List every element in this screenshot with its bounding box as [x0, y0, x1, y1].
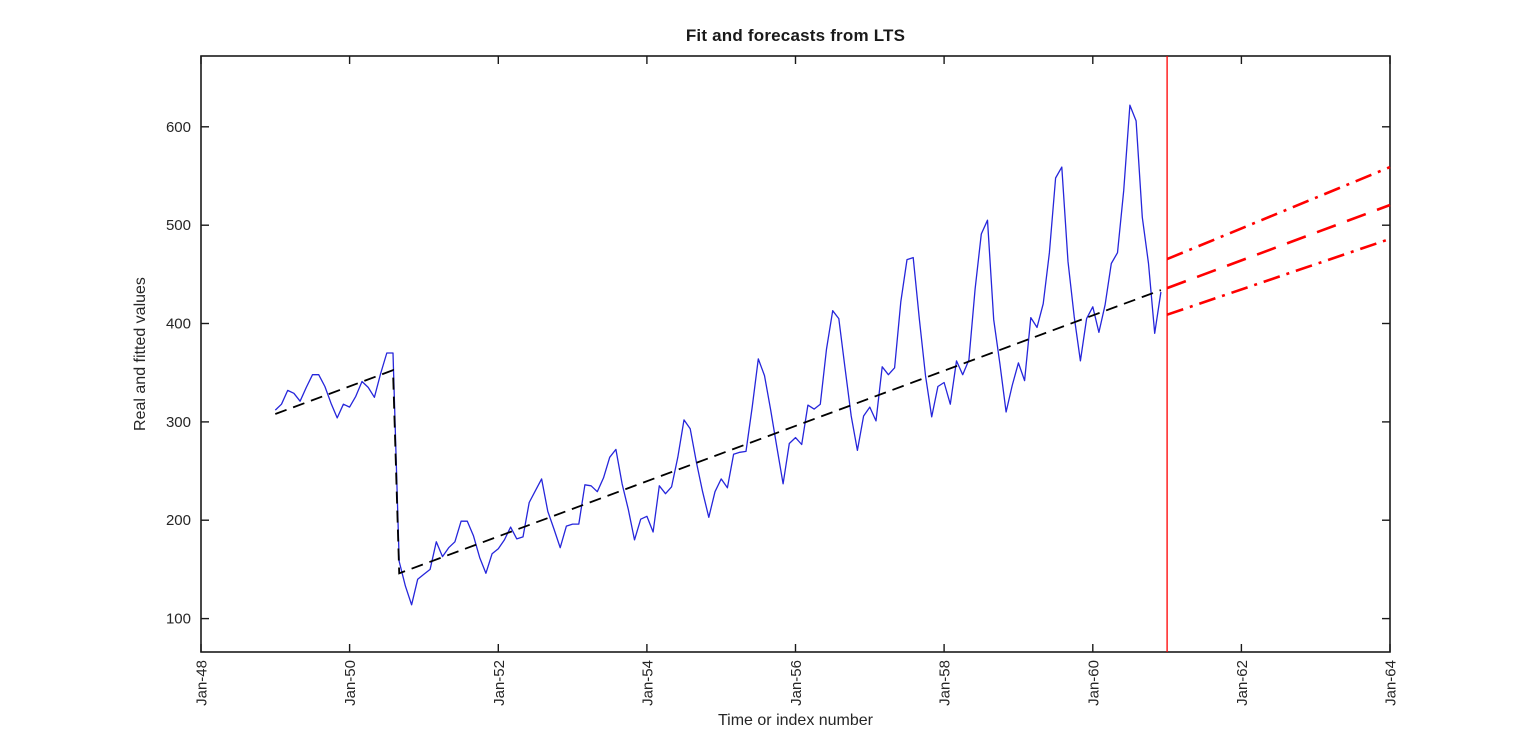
x-axis-ticks: Jan-48 Jan-50 Jan-52 Jan-54 Jan-56 Jan-58 Jan-… — [194, 56, 1400, 706]
y-axis-label: Real and fitted values — [132, 277, 149, 431]
y-tick-label: 100 — [166, 611, 191, 628]
y-tick-label: 300 — [166, 414, 191, 431]
x-tick-label: Jan-54 — [639, 660, 656, 706]
y-tick-label: 200 — [166, 512, 191, 529]
forecast-center-line — [1166, 203, 1391, 290]
y-tick-label: 600 — [166, 119, 191, 136]
x-tick-label: Jan-48 — [194, 660, 211, 706]
x-tick-label: Jan-56 — [788, 660, 805, 706]
x-tick-label: Jan-58 — [937, 660, 954, 706]
x-axis-label: Time or index number — [717, 712, 874, 729]
chart-title: Fit and forecasts from LTS — [685, 26, 906, 45]
observed-series-line — [274, 104, 1162, 606]
forecast-lower-line — [1166, 237, 1391, 316]
plot-border — [200, 55, 1391, 653]
y-tick-label: 400 — [166, 316, 191, 333]
lts-fit-line — [274, 289, 1162, 575]
x-tick-label: Jan-62 — [1234, 660, 1251, 706]
x-tick-label: Jan-52 — [491, 660, 508, 706]
y-tick-label: 500 — [166, 217, 191, 234]
x-tick-label: Jan-50 — [342, 660, 359, 706]
forecast-upper-line — [1166, 165, 1391, 261]
x-tick-label: Jan-60 — [1085, 660, 1102, 706]
x-tick-label: Jan-64 — [1383, 660, 1400, 706]
y-axis-ticks: 100 200 300 400 500 600 — [166, 119, 1390, 628]
